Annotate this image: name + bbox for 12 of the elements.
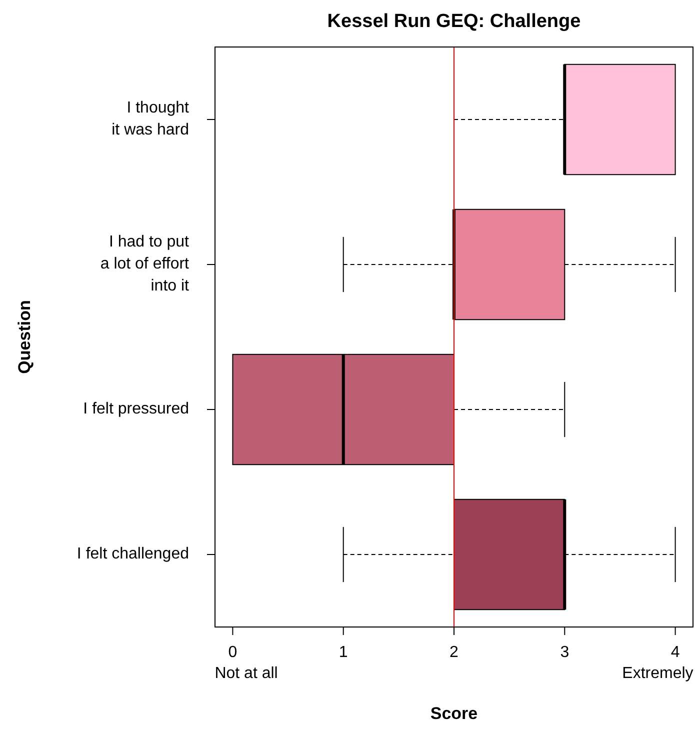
y-tick-label: I thought it was hard (112, 100, 190, 139)
chart-title: Kessel Run GEQ: Challenge (327, 11, 581, 32)
y-tick-label: I had to put a lot of effort into it (100, 234, 190, 295)
x-tick-label: 1 (338, 644, 348, 661)
y-tick-label: I felt challenged (76, 546, 189, 563)
x-axis-title: Score (430, 704, 478, 723)
x-tick-label: 0 Not at all (214, 644, 278, 682)
x-tick-label: 2 (450, 644, 459, 661)
x-tick-label: 4 Extremely (622, 644, 694, 682)
y-axis-title: Question (15, 300, 34, 374)
x-tick-label: 3 (560, 644, 570, 661)
y-tick-label: I felt pressured (83, 400, 189, 418)
